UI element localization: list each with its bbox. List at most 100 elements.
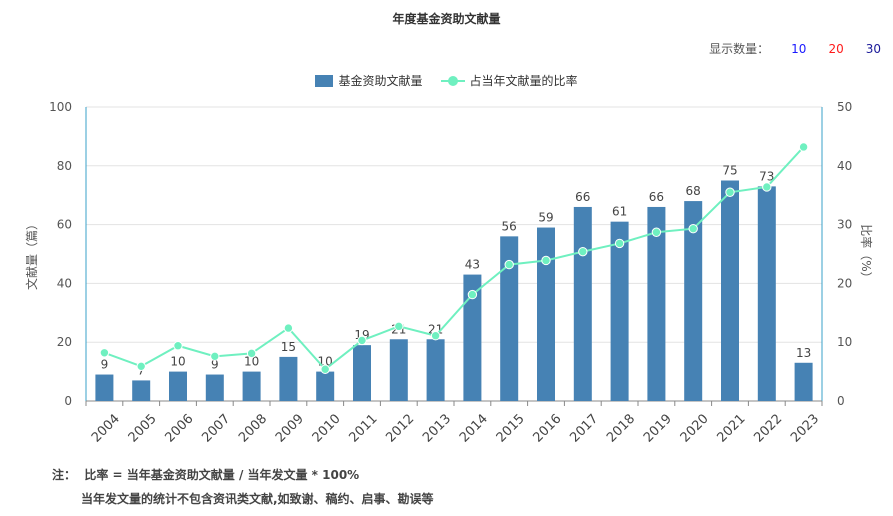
ratio-point: [614, 238, 625, 249]
ratio-point: [136, 361, 146, 372]
bar: [794, 362, 813, 401]
x-tick-label: 2020: [678, 412, 712, 446]
y-right-tick-label: 50: [837, 100, 852, 114]
ratio-point: [210, 351, 220, 362]
ratio-point: [467, 289, 478, 300]
bar: [610, 221, 629, 401]
ratio-line: [104, 146, 805, 371]
bar-value-label: 75: [722, 164, 737, 178]
bar-value-label: 10: [244, 355, 259, 369]
display-count-option-10[interactable]: 10: [791, 41, 807, 56]
bar: [500, 236, 519, 401]
x-tick-label: 2007: [199, 412, 233, 446]
y-left-tick-label: 20: [57, 335, 72, 349]
ratio-point: [357, 335, 367, 346]
x-tick-label: 2005: [126, 412, 160, 446]
bar-value-label: 61: [612, 205, 627, 219]
x-tick-label: 2022: [751, 412, 785, 446]
bar: [757, 186, 776, 401]
bar-value-label: 56: [502, 219, 517, 233]
bar: [95, 374, 114, 401]
ratio-point: [283, 323, 294, 333]
chart-title: 年度基金资助文献量: [392, 12, 501, 26]
ratio-point: [541, 255, 551, 266]
x-tick-label: 2023: [788, 412, 822, 446]
bar: [426, 339, 445, 401]
x-tick-label: 2010: [310, 412, 344, 446]
ratio-point: [651, 227, 662, 237]
note-exclusion: 当年发文量的统计不包含资讯类文献,如致谢、稿约、启事、勘误等: [81, 492, 434, 506]
ratio-point: [688, 224, 698, 234]
bar-value-label: 9: [211, 358, 219, 372]
bar-value-label: 9: [101, 358, 109, 372]
legend-item-line-series[interactable]: 占当年文献量的比率: [440, 72, 578, 89]
y-right-tick-label: 20: [837, 276, 852, 290]
display-count-option-30[interactable]: 30: [865, 41, 881, 56]
chart-notes: 注： 比率 = 当年基金资助文献量 / 当年发文量 * 100% 当年发文量的统…: [52, 463, 434, 511]
bar-value-label: 10: [170, 355, 185, 369]
x-tick-label: 2019: [641, 412, 675, 446]
legend-line-swatch: [440, 75, 465, 87]
ratio-point: [504, 259, 514, 270]
bar: [279, 356, 298, 401]
y-left-tick-label: 100: [49, 100, 72, 114]
ratio-point: [320, 364, 330, 374]
legend-bar-swatch: [315, 74, 334, 87]
x-tick-label: 2011: [347, 412, 381, 446]
y-left-axis-title: 文献量（篇）: [24, 218, 39, 290]
bar: [647, 206, 666, 401]
x-tick-label: 2015: [494, 412, 528, 446]
y-right-tick-label: 40: [837, 159, 852, 173]
x-tick-label: 2008: [236, 412, 270, 446]
bar: [132, 380, 151, 401]
x-tick-label: 2013: [420, 412, 454, 446]
ratio-point: [798, 142, 809, 152]
chart-legend: 基金资助文献量 占当年文献量的比率: [0, 72, 893, 89]
display-count-option-20[interactable]: 20: [828, 41, 844, 56]
display-count-selector: 显示数量： 10 20 30: [709, 40, 881, 57]
ratio-point: [173, 341, 183, 351]
x-tick-label: 2018: [604, 412, 638, 446]
ratio-point: [394, 321, 404, 332]
bar: [463, 274, 482, 401]
bar-value-label: 59: [538, 211, 553, 225]
y-left-tick-label: 60: [57, 218, 72, 232]
ratio-point: [725, 187, 735, 197]
bar-value-label: 15: [281, 340, 296, 354]
ratio-point: [578, 246, 588, 257]
y-left-tick-label: 80: [57, 159, 72, 173]
bar-value-label: 66: [575, 190, 590, 204]
legend-item-bar-series[interactable]: 基金资助文献量: [315, 72, 423, 89]
y-right-axis-title: 比率（%）: [859, 224, 874, 283]
bar: [684, 201, 703, 401]
x-tick-label: 2021: [715, 412, 749, 446]
x-tick-label: 2012: [383, 412, 417, 446]
bar-value-label: 13: [796, 346, 811, 360]
bar-value-label: 68: [686, 184, 701, 198]
bar: [721, 180, 739, 401]
bar: [242, 371, 261, 401]
y-left-tick-label: 0: [64, 394, 72, 408]
x-tick-label: 2016: [531, 412, 565, 446]
ratio-point: [246, 348, 257, 359]
bar: [205, 374, 224, 401]
bar: [389, 339, 408, 401]
y-right-tick-label: 30: [837, 218, 852, 232]
legend-bar-label: 基金资助文献量: [338, 74, 423, 88]
bar-value-label: 66: [649, 190, 664, 204]
x-tick-label: 2009: [273, 412, 307, 446]
bar-value-label: 43: [465, 258, 480, 272]
bar-value-label: 73: [759, 169, 774, 183]
bar: [316, 371, 335, 401]
legend-line-label: 占当年文献量的比率: [469, 74, 578, 88]
x-tick-label: 2004: [89, 412, 123, 446]
ratio-point: [762, 182, 772, 192]
x-tick-label: 2006: [163, 412, 197, 446]
note-formula: 注： 比率 = 当年基金资助文献量 / 当年发文量 * 100%: [52, 468, 360, 482]
ratio-point: [99, 348, 110, 358]
x-tick-label: 2017: [567, 412, 601, 446]
display-count-label: 显示数量：: [709, 42, 770, 56]
ratio-point: [430, 331, 441, 341]
bar: [537, 227, 555, 401]
